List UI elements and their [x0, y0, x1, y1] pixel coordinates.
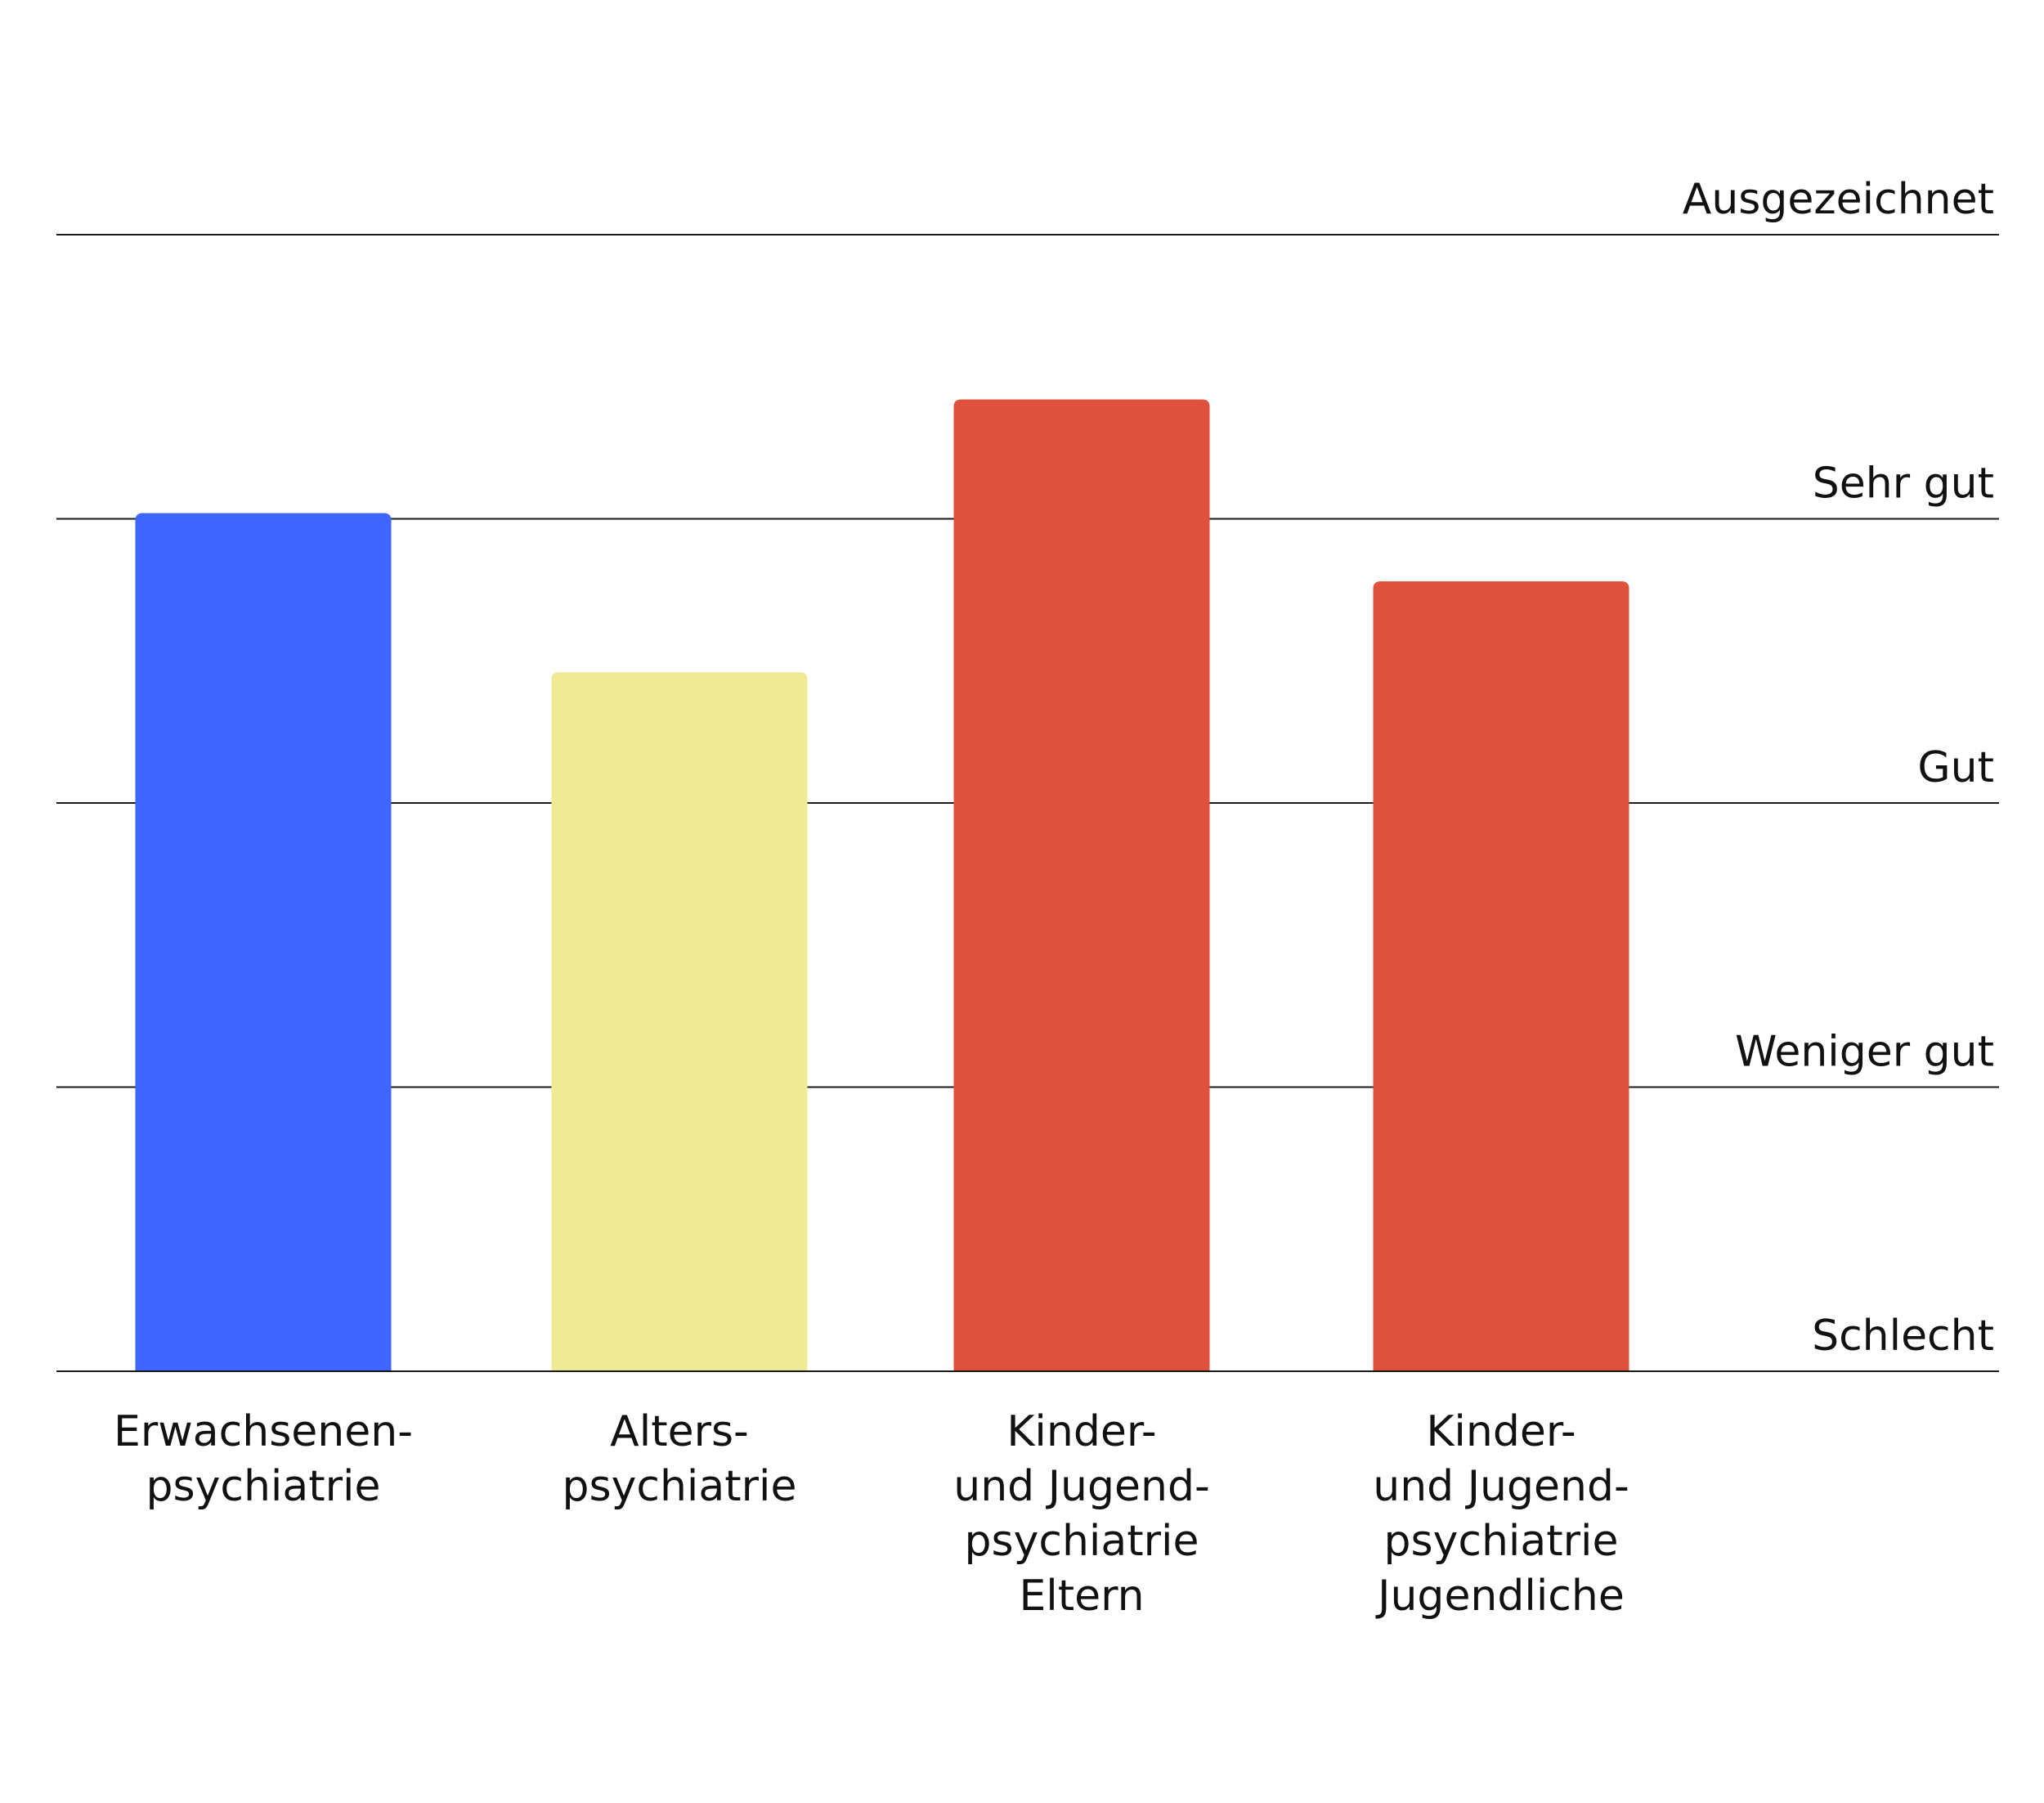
level-labels: Schlecht Weniger gut Gut Sehr gut Ausgezeich…: [1683, 175, 1994, 1361]
category-label-line: Eltern: [1019, 1572, 1144, 1621]
bars: [56, 399, 1999, 1372]
category-label: Erwachsenen-psychiatrie: [114, 1407, 413, 1511]
category-label-line: psychiatrie: [965, 1517, 1199, 1566]
category-label-line: Jugendliche: [1375, 1572, 1625, 1621]
category-label: Kinder-und Jugend-psychiatrie Jugendliche: [1373, 1407, 1629, 1621]
category-label-line: psychiatrie: [146, 1462, 381, 1511]
category-label-line: Erwachsenen-: [114, 1407, 413, 1456]
category-labels: Erwachsenen-psychiatrieAlters-psychiatri…: [114, 1407, 1629, 1621]
level-label: Schlecht: [1812, 1312, 1994, 1361]
category-label-line: und Jugend-: [1373, 1462, 1629, 1511]
category-label-line: psychiatrie: [563, 1462, 797, 1511]
bar: [135, 513, 392, 1371]
category-label: Kinder-und Jugend-psychiatrie Eltern: [953, 1407, 1209, 1621]
bar: [1373, 581, 1629, 1371]
category-label-line: Kinder-: [1426, 1407, 1576, 1456]
level-label: Weniger gut: [1735, 1028, 1994, 1077]
category-label-line: und Jugend-: [953, 1462, 1209, 1511]
category-label: Alters-psychiatrie: [563, 1407, 797, 1511]
level-label: Sehr gut: [1813, 460, 1994, 509]
category-label-line: psychiatrie: [1384, 1517, 1619, 1566]
level-label: Gut: [1917, 743, 1994, 792]
bar: [551, 672, 808, 1371]
category-label-line: Alters-: [610, 1407, 749, 1456]
bar: [953, 399, 1210, 1371]
category-label-line: Kinder-: [1006, 1407, 1156, 1456]
level-label: Ausgezeichnet: [1683, 175, 1994, 224]
